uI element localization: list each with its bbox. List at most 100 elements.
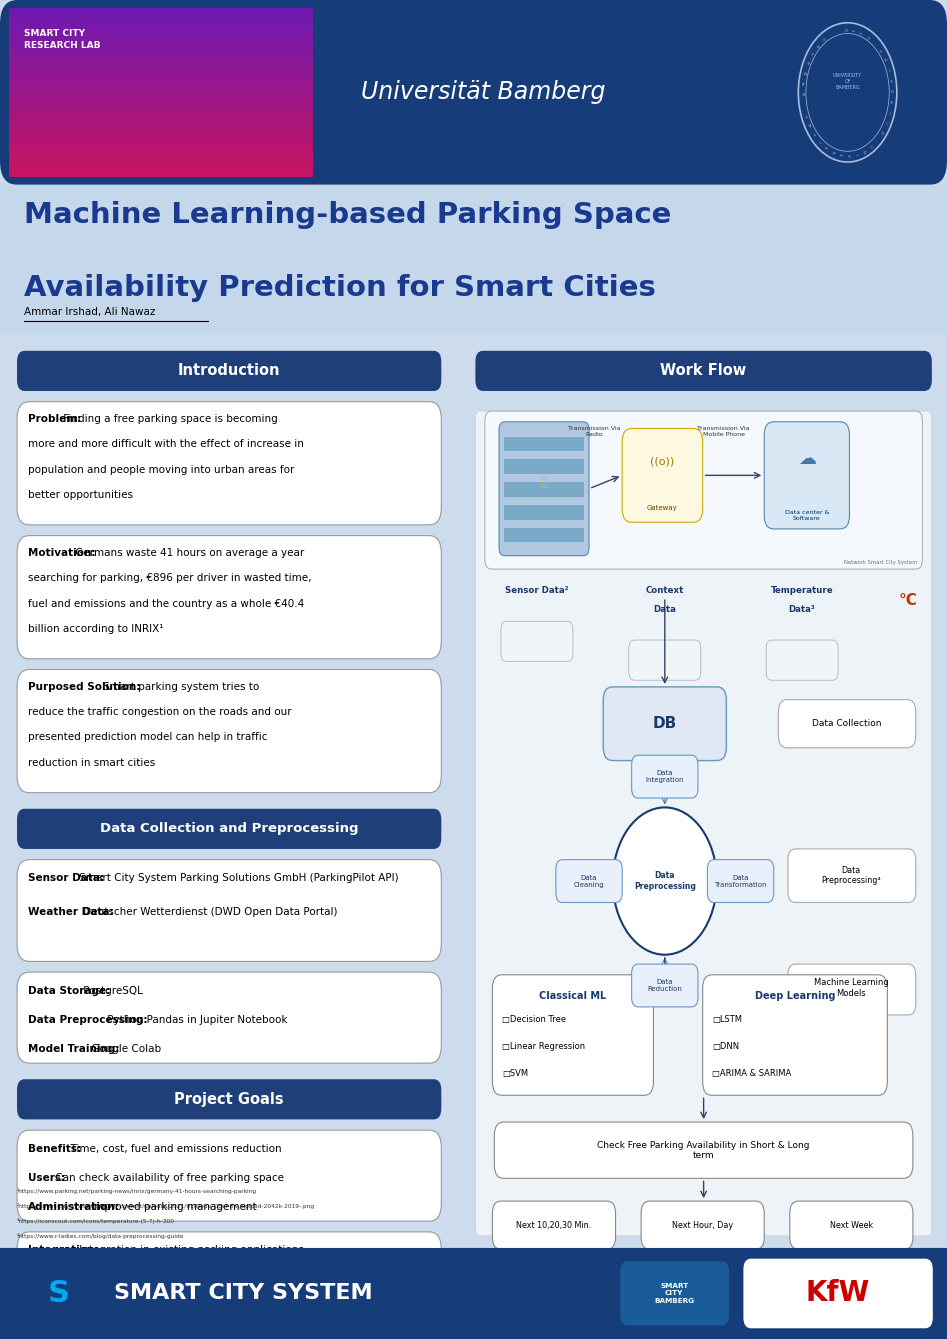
Text: R: R: [890, 102, 893, 106]
FancyBboxPatch shape: [788, 849, 916, 902]
Text: population and people moving into urban areas for: population and people moving into urban …: [28, 465, 295, 474]
Text: R: R: [816, 42, 821, 47]
FancyBboxPatch shape: [492, 1201, 616, 1249]
Text: Ammar Irshad, Ali Nawaz: Ammar Irshad, Ali Nawaz: [24, 308, 155, 317]
FancyBboxPatch shape: [0, 185, 947, 335]
Bar: [9, 63, 313, 67]
Text: Next 10,20,30 Min.: Next 10,20,30 Min.: [516, 1221, 592, 1229]
Text: more and more difficult with the effect of increase in: more and more difficult with the effect …: [28, 439, 304, 449]
Text: Administration:: Administration:: [28, 1202, 120, 1212]
Text: reduce the traffic congestion on the roads and our: reduce the traffic congestion on the roa…: [28, 707, 292, 716]
Text: Temperature: Temperature: [771, 586, 833, 596]
Text: Universität Bamberg: Universität Bamberg: [361, 80, 605, 104]
Text: ³https://iconscout.com/icons/temperature-(5-7)-h-300: ³https://iconscout.com/icons/temperature…: [17, 1218, 175, 1224]
Text: Sensor Data²: Sensor Data²: [505, 586, 569, 596]
Text: O: O: [846, 28, 849, 31]
Text: Data center &
Software: Data center & Software: [785, 510, 829, 521]
FancyBboxPatch shape: [17, 670, 441, 793]
Text: Project Goals: Project Goals: [174, 1091, 284, 1107]
Text: Data Collection: Data Collection: [812, 719, 882, 728]
Text: Transmission Via
Mobile Phone: Transmission Via Mobile Phone: [697, 426, 750, 437]
Bar: [9, 67, 313, 71]
FancyBboxPatch shape: [556, 860, 622, 902]
Text: searching for parking, €896 per driver in wasted time,: searching for parking, €896 per driver i…: [28, 573, 312, 582]
Text: □ARIMA & SARIMA: □ARIMA & SARIMA: [712, 1069, 792, 1078]
FancyBboxPatch shape: [494, 1122, 913, 1178]
Bar: [9, 12, 313, 16]
Bar: [9, 59, 313, 63]
Text: B: B: [807, 59, 812, 63]
Bar: [9, 143, 313, 147]
FancyBboxPatch shape: [703, 975, 887, 1095]
Bar: [9, 46, 313, 50]
FancyBboxPatch shape: [17, 1079, 441, 1119]
FancyBboxPatch shape: [764, 422, 849, 529]
Text: UNIVERSITY
OF
BAMBERG: UNIVERSITY OF BAMBERG: [833, 74, 862, 90]
Text: Data
Reduction: Data Reduction: [648, 979, 682, 992]
FancyBboxPatch shape: [788, 964, 916, 1015]
Text: SMART
CITY
BAMBERG: SMART CITY BAMBERG: [654, 1283, 694, 1304]
FancyBboxPatch shape: [603, 687, 726, 761]
FancyBboxPatch shape: [17, 1130, 441, 1221]
Text: A: A: [802, 79, 805, 83]
Text: T: T: [853, 29, 857, 32]
Bar: [9, 165, 313, 169]
Text: I: I: [817, 139, 821, 142]
FancyBboxPatch shape: [17, 402, 441, 525]
Text: Data Preprocessing:: Data Preprocessing:: [28, 1015, 148, 1024]
FancyBboxPatch shape: [475, 411, 932, 1236]
Text: ☁: ☁: [797, 450, 816, 469]
Bar: [9, 33, 313, 37]
FancyBboxPatch shape: [492, 975, 653, 1095]
Text: Python Pandas in Jupiter Notebook: Python Pandas in Jupiter Notebook: [104, 1015, 288, 1024]
Text: Data
Preprocessing⁴: Data Preprocessing⁴: [822, 866, 881, 885]
Text: Context: Context: [646, 586, 684, 596]
Bar: [9, 130, 313, 135]
Text: Google Colab: Google Colab: [88, 1044, 161, 1054]
Bar: [9, 135, 313, 139]
Text: Smart parking system tries to: Smart parking system tries to: [100, 682, 259, 691]
FancyBboxPatch shape: [629, 640, 701, 680]
Text: PostgreSQL: PostgreSQL: [80, 986, 143, 995]
Text: G: G: [823, 36, 828, 40]
Bar: [9, 42, 313, 46]
Text: S: S: [47, 1279, 69, 1308]
Text: U: U: [867, 145, 872, 149]
Text: I: I: [853, 154, 857, 155]
FancyBboxPatch shape: [632, 964, 698, 1007]
Bar: [9, 159, 313, 165]
Bar: [9, 8, 313, 12]
Text: Data Storage:: Data Storage:: [28, 986, 111, 995]
Text: Machine Learning-based Parking Space: Machine Learning-based Parking Space: [24, 201, 671, 229]
Text: Active learning from data and model updating: Active learning from data and model upda…: [100, 1279, 345, 1288]
FancyBboxPatch shape: [790, 1201, 913, 1249]
Bar: [9, 173, 313, 177]
Text: Weather Data:: Weather Data:: [28, 907, 114, 916]
Bar: [9, 16, 313, 20]
Bar: [9, 104, 313, 110]
Text: Future Approaches:: Future Approaches:: [28, 1279, 144, 1288]
Bar: [9, 75, 313, 80]
FancyBboxPatch shape: [17, 351, 441, 391]
Bar: [9, 110, 313, 114]
Text: V: V: [846, 154, 849, 157]
FancyBboxPatch shape: [778, 699, 916, 747]
FancyBboxPatch shape: [707, 860, 774, 902]
Text: M: M: [803, 68, 808, 74]
Bar: [9, 25, 313, 29]
Text: Transmission Via
Radio: Transmission Via Radio: [567, 426, 620, 437]
FancyBboxPatch shape: [632, 755, 698, 798]
Text: Users:: Users:: [28, 1173, 65, 1182]
Text: Finding a free parking space is becoming: Finding a free parking space is becoming: [61, 414, 278, 423]
FancyBboxPatch shape: [622, 428, 703, 522]
Text: Check Free Parking Availability in Short & Long
term: Check Free Parking Availability in Short…: [598, 1141, 810, 1160]
Text: Introduction: Introduction: [178, 363, 280, 379]
Bar: [9, 50, 313, 55]
Text: C: C: [884, 122, 888, 126]
Text: °C: °C: [899, 593, 918, 608]
Text: R: R: [884, 59, 888, 63]
Text: SMART CITY SYSTEM: SMART CITY SYSTEM: [114, 1284, 372, 1303]
Bar: [9, 139, 313, 143]
Text: Availability Prediction for Smart Cities: Availability Prediction for Smart Cities: [24, 274, 655, 303]
Bar: [9, 169, 313, 173]
